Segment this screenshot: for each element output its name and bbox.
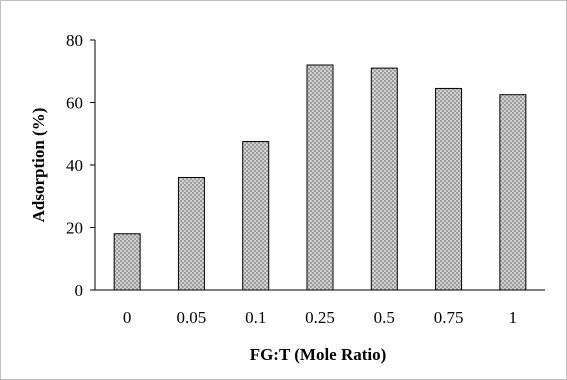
- bar-0.1: [242, 141, 270, 291]
- y-tick-label: 60: [66, 94, 83, 113]
- y-axis-ticks: 0 20 40 60 80: [66, 31, 95, 300]
- bar-0.75: [435, 87, 463, 291]
- x-tick-label: 0.1: [245, 308, 266, 327]
- x-axis-tick-labels: 0 0.05 0.1 0.25 0.5 0.75 1: [123, 308, 517, 327]
- bars: [113, 64, 527, 291]
- x-tick-label: 0.5: [374, 308, 395, 327]
- y-tick-label: 40: [66, 156, 83, 175]
- bar-0: [113, 233, 141, 291]
- y-axis-title: Adsorption (%): [29, 108, 48, 223]
- x-tick-label: 1: [509, 308, 518, 327]
- x-tick-label: 0.25: [305, 308, 335, 327]
- x-tick-label: 0.75: [434, 308, 464, 327]
- x-tick-label: 0: [123, 308, 132, 327]
- bar-0.25: [306, 64, 334, 291]
- bar-0.05: [177, 177, 205, 291]
- bar-1: [499, 94, 527, 291]
- x-axis-title: FG:T (Mole Ratio): [250, 345, 387, 364]
- y-tick-label: 80: [66, 31, 83, 50]
- bar-0.5: [370, 67, 398, 291]
- x-tick-label: 0.05: [177, 308, 207, 327]
- y-tick-label: 0: [75, 281, 84, 300]
- y-tick-label: 20: [66, 219, 83, 238]
